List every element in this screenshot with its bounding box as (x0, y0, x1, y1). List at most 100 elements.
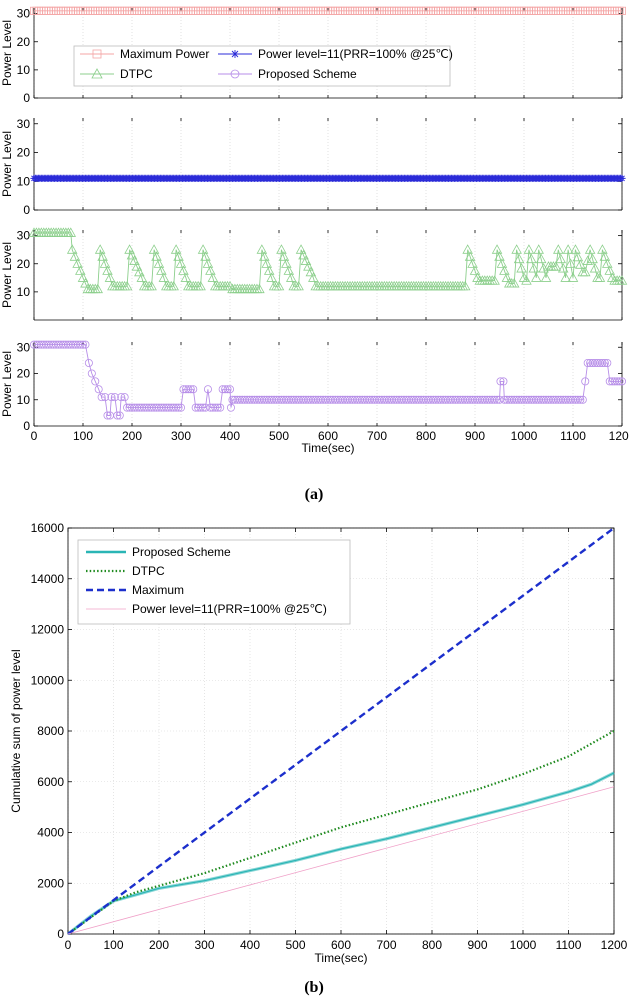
data-point (276, 244, 287, 254)
data-point (213, 403, 222, 412)
y-tick-label: 6000 (37, 775, 64, 789)
data-point (618, 377, 627, 386)
data-point (184, 385, 193, 394)
data-point (94, 244, 106, 254)
data-point (553, 244, 564, 254)
caption-a: (a) (305, 486, 324, 503)
data-point (295, 244, 307, 254)
data-point (615, 377, 624, 386)
data-point (467, 258, 478, 268)
data-point (538, 263, 549, 273)
data-point (581, 377, 590, 386)
data-point (589, 263, 601, 273)
data-point (491, 244, 503, 254)
series-DTPC (67, 730, 615, 935)
data-point (69, 251, 81, 261)
data-point (573, 395, 582, 404)
data-point (575, 259, 586, 269)
data-point (540, 272, 552, 282)
data-point (526, 253, 537, 264)
series-line-core (67, 772, 615, 935)
x-tick-label: 200 (122, 429, 142, 443)
data-point (202, 258, 214, 268)
data-point (225, 385, 234, 394)
data-point (172, 403, 181, 412)
data-point (511, 244, 522, 254)
x-tick-label: 700 (367, 429, 387, 443)
series-DTPC (28, 227, 628, 294)
data-point (496, 377, 505, 386)
data-point (211, 403, 220, 412)
data-point (101, 393, 110, 402)
data-point (523, 244, 535, 254)
legend-item: Proposed Scheme (86, 545, 231, 559)
data-point (261, 258, 273, 268)
data-point (196, 403, 205, 412)
series-Proposed Scheme (29, 340, 627, 420)
data-point (129, 255, 140, 265)
data-point (256, 244, 268, 254)
data-point (572, 251, 584, 262)
data-point (203, 385, 212, 394)
legend-label: Maximum Power (120, 47, 209, 61)
data-point (97, 393, 106, 402)
x-tick-label: 500 (285, 938, 305, 952)
data-point (535, 253, 547, 264)
data-point (496, 258, 508, 268)
data-point (84, 358, 93, 367)
y-tick-label: 10 (17, 63, 31, 77)
data-point (266, 272, 277, 282)
data-point (146, 280, 157, 291)
data-point (508, 278, 520, 288)
series-Maximum (67, 527, 615, 935)
legend-item: Maximum Power (80, 47, 209, 61)
data-point (278, 251, 290, 261)
data-point (121, 280, 133, 291)
data-point (603, 358, 612, 367)
data-point (92, 283, 103, 294)
data-point (178, 265, 189, 275)
y-tick-label: 10 (17, 285, 31, 299)
data-point (76, 340, 85, 349)
data-point (221, 385, 230, 394)
data-point (600, 358, 609, 367)
data-point (530, 272, 542, 282)
data-point (308, 272, 319, 282)
data-point (550, 261, 562, 271)
legend-box (73, 45, 451, 87)
y-tick-label: 0 (23, 419, 30, 433)
data-point (597, 244, 608, 254)
data-point (303, 261, 314, 271)
data-point (189, 385, 198, 394)
data-point (207, 272, 219, 282)
data-point (616, 275, 628, 285)
x-tick-label: 1000 (511, 429, 538, 443)
y-tick-label: 10 (17, 174, 31, 188)
data-point (200, 251, 211, 261)
x-tick-label: 700 (376, 938, 396, 952)
legend-label: Proposed Scheme (132, 545, 231, 559)
data-point (587, 253, 598, 264)
data-point (464, 251, 476, 261)
data-point (578, 395, 587, 404)
data-point (528, 263, 540, 273)
legend-item: DTPC (86, 564, 165, 578)
x-tick-label: 400 (240, 938, 260, 952)
data-point (134, 266, 145, 277)
legend-box (77, 539, 351, 625)
data-point (176, 403, 185, 412)
y-tick-label: 4000 (37, 826, 64, 840)
data-point (582, 255, 593, 265)
x-tick-label: 1200 (601, 938, 628, 952)
x-tick-label: 300 (194, 938, 214, 952)
y-tick-label: 14000 (31, 572, 65, 586)
x-tick-label: 600 (331, 938, 351, 952)
data-point (107, 393, 116, 402)
data-point (170, 244, 182, 254)
data-point (283, 265, 295, 275)
legend-label: DTPC (120, 67, 153, 81)
y-axis-label: Power Level (0, 20, 14, 86)
